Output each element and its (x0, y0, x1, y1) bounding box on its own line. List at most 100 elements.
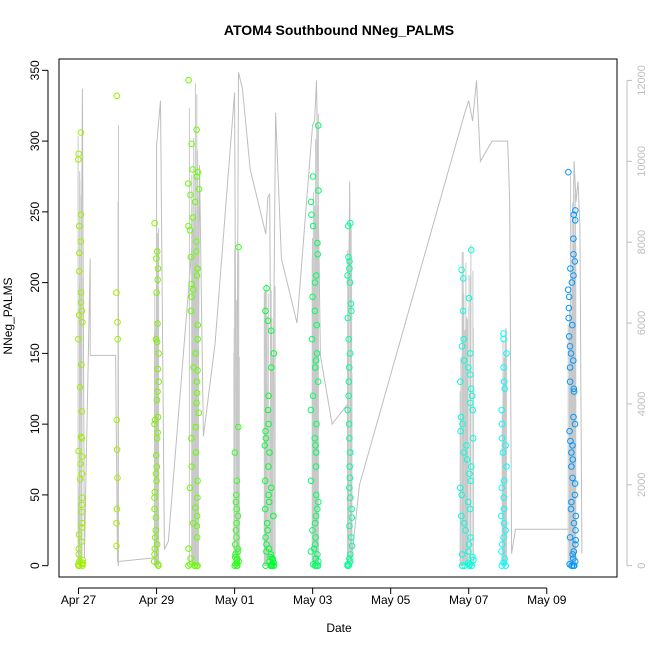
data-point (313, 420, 320, 428)
data-point (151, 416, 159, 424)
data-point (152, 335, 160, 343)
data-point (312, 512, 320, 520)
y2-tick-label: 8000 (636, 230, 648, 254)
data-point (154, 276, 161, 284)
data-point (570, 357, 577, 364)
data-point (185, 222, 192, 230)
x-tick-label: May 09 (527, 593, 567, 607)
data-point (233, 519, 240, 527)
data-point (78, 435, 86, 442)
data-point (186, 484, 194, 492)
data-point (346, 258, 353, 265)
data-point (458, 512, 465, 520)
data-point (79, 318, 86, 326)
data-point (460, 275, 467, 282)
data-point (466, 470, 473, 478)
data-point (194, 265, 201, 272)
y-tick-label: 100 (28, 414, 42, 434)
data-point (466, 505, 474, 513)
data-point (346, 350, 354, 357)
data-point (192, 504, 199, 512)
data-point (498, 435, 506, 442)
data-point (345, 378, 353, 386)
x-tick-label: May 03 (293, 593, 333, 607)
data-point (348, 505, 355, 513)
data-point (192, 350, 199, 357)
data-point (311, 279, 319, 286)
data-point (268, 364, 275, 371)
data-point (187, 561, 194, 568)
data-point (194, 321, 202, 329)
y-axis-label: NNeg_PALMS (1, 277, 15, 354)
data-point (267, 484, 275, 492)
data-point (153, 289, 160, 296)
data-point (312, 442, 319, 449)
data-point (270, 350, 278, 357)
data-point (193, 248, 200, 255)
data-point (458, 266, 465, 274)
y2-tick-label: 2000 (636, 473, 648, 497)
x-tick-label: May 05 (371, 593, 411, 607)
data-point (570, 272, 577, 279)
data-point (346, 463, 354, 470)
data-point (459, 420, 466, 428)
data-point (500, 364, 507, 371)
data-point (151, 505, 158, 513)
data-point (186, 227, 194, 234)
data-point (459, 307, 467, 315)
data-point (568, 449, 575, 456)
data-point (458, 551, 466, 558)
data-point (503, 350, 510, 357)
data-point (347, 300, 355, 308)
data-point (498, 484, 506, 492)
data-point (154, 265, 162, 272)
data-point (457, 427, 464, 435)
data-point (460, 335, 468, 343)
data-point (232, 498, 240, 506)
series-1 (113, 92, 121, 550)
data-point (79, 453, 86, 461)
data-point (78, 508, 85, 516)
data-point (312, 357, 320, 364)
data-point (345, 420, 353, 428)
data-point (154, 320, 161, 328)
data-point (346, 522, 353, 530)
data-point (469, 553, 476, 561)
data-point (457, 484, 464, 492)
data-point (155, 350, 162, 357)
data-point (266, 449, 273, 456)
data-point (113, 542, 120, 550)
data-point (154, 388, 161, 395)
series-2 (150, 219, 162, 570)
data-point (565, 168, 572, 176)
data-point (466, 371, 474, 378)
data-point (570, 519, 578, 527)
data-point (567, 505, 575, 513)
data-point (566, 364, 574, 371)
data-point (189, 286, 197, 294)
data-point (76, 476, 84, 483)
data-point (311, 435, 319, 442)
data-point (187, 307, 195, 315)
data-point (311, 562, 319, 570)
series-4 (231, 243, 243, 570)
data-point (498, 406, 506, 414)
data-point (77, 129, 85, 136)
data-point (76, 384, 84, 391)
data-point (187, 191, 194, 199)
data-point (344, 562, 351, 570)
data-point (566, 534, 574, 541)
data-point (153, 435, 161, 442)
data-point (194, 168, 202, 176)
data-point (463, 442, 470, 449)
data-point (311, 364, 319, 371)
data-point (467, 399, 474, 407)
data-point (500, 534, 507, 541)
data-point (345, 253, 352, 261)
data-point (499, 541, 506, 548)
data-point (314, 239, 321, 247)
data-point (270, 562, 278, 570)
data-point (313, 321, 321, 329)
data-point (312, 463, 320, 470)
data-point (566, 343, 574, 350)
